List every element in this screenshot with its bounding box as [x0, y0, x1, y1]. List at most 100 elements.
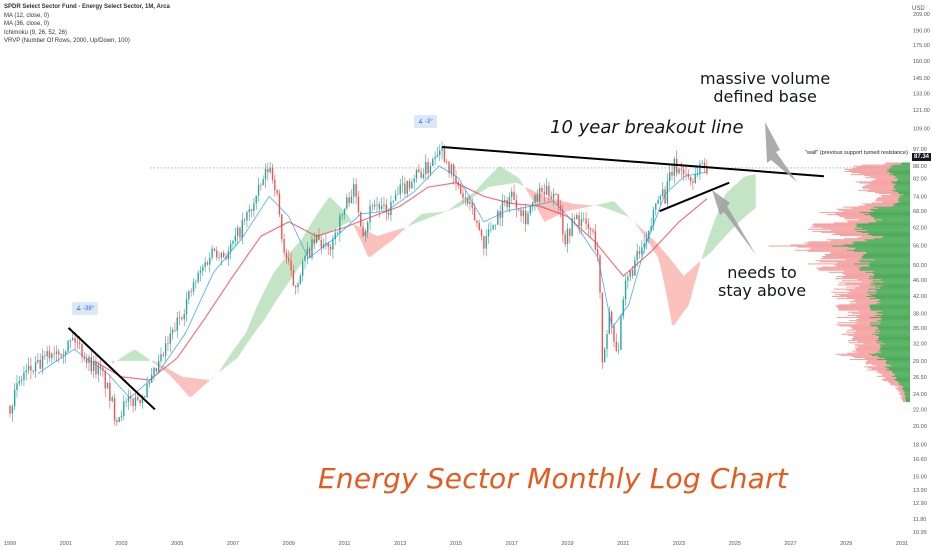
- time-tick-label: 2021: [617, 541, 629, 547]
- price-axis[interactable]: 209.00 190.00 175.00 160.00 145.00 133.00 121.…: [913, 12, 930, 536]
- volume-profile-down-bar: [881, 378, 895, 381]
- candle-down: [281, 214, 283, 240]
- volume-profile-down-bar: [835, 212, 870, 215]
- volume-profile-up-bar: [862, 257, 910, 259]
- volume-profile-up-bar: [889, 364, 910, 366]
- volume-profile-down-bar: [876, 198, 899, 200]
- volume-profile-up-bar: [897, 179, 910, 181]
- volume-profile-down-bar: [845, 274, 875, 276]
- legend-ma12[interactable]: MA (12, close, 0): [4, 12, 50, 19]
- volume-profile-up-bar: [874, 286, 910, 288]
- volume-profile-up-bar: [878, 328, 910, 330]
- candle-down: [685, 173, 687, 175]
- volume-profile-down-bar: [859, 313, 883, 315]
- volume-profile-down-bar: [857, 237, 882, 239]
- volume-profile-down-bar: [835, 353, 870, 355]
- candle-up: [494, 224, 497, 226]
- candle-up: [701, 162, 703, 164]
- volume-profile-up-bar: [864, 239, 910, 241]
- volume-profile-down-bar: [874, 191, 898, 193]
- trendlines[interactable]: [67, 146, 825, 411]
- volume-profile-up-bar: [853, 263, 910, 265]
- volume-profile-down-bar: [863, 343, 885, 345]
- candle-down: [483, 235, 485, 249]
- kumo-bearish: [353, 224, 405, 258]
- volume-profile-down-bar: [831, 295, 867, 298]
- legend-ichimoku[interactable]: Ichimoku (9, 26, 52, 26): [4, 29, 68, 36]
- trendline[interactable]: [67, 327, 156, 411]
- volume-profile-down-bar: [834, 264, 869, 266]
- candle-down: [318, 234, 320, 240]
- candle-up: [257, 184, 260, 196]
- legend-ma36[interactable]: MA (36, close, 0): [4, 21, 50, 28]
- volume-profile-down-bar: [846, 220, 876, 222]
- angle-badge-2001[interactable]: ∡ -38°: [72, 302, 99, 315]
- volume-profile-down-bar: [889, 382, 899, 384]
- candle-down: [446, 161, 448, 163]
- volume-profile-down-bar: [884, 376, 896, 378]
- volume-profile-down-bar: [834, 293, 869, 295]
- volume-profile-up-bar: [868, 264, 910, 266]
- volume-profile-down-bar: [852, 327, 879, 329]
- candle-up: [657, 199, 659, 204]
- candle-up: [485, 236, 487, 249]
- candle-up: [241, 220, 243, 238]
- trendline[interactable]: [659, 181, 730, 213]
- candle-up: [450, 164, 453, 174]
- candle-up: [432, 159, 434, 167]
- volume-profile-up-bar: [866, 251, 910, 253]
- time-axis[interactable]: 1999 2001 2003 2005 2007 2009 2011 2013 2015 2017…: [4, 541, 908, 547]
- volume-profile-down-bar: [836, 208, 870, 210]
- volume-profile-up-bar: [904, 396, 910, 398]
- candle-down: [443, 146, 446, 162]
- candle-up: [401, 183, 404, 185]
- volume-profile-up-bar: [903, 194, 910, 196]
- volume-profile-down-bar: [828, 271, 866, 273]
- volume-profile-down-bar: [885, 377, 897, 379]
- candle-down: [206, 262, 209, 265]
- volume-profile-up-bar: [861, 256, 910, 258]
- volume-profile-up-bar: [870, 308, 910, 310]
- candle-down: [459, 185, 462, 194]
- volume-profile-up-bar: [895, 376, 910, 378]
- volume-profile-down-bar: [895, 387, 903, 389]
- volume-profile-up-bar: [875, 314, 910, 316]
- candle-up: [648, 230, 650, 239]
- price-tick-label: 160.00: [913, 59, 930, 65]
- volume-profile-up-bar: [853, 250, 910, 252]
- candle-down: [357, 196, 360, 213]
- volume-profile-down-bar: [825, 254, 864, 257]
- volume-profile-down-bar: [894, 385, 902, 387]
- candle-down: [385, 204, 388, 213]
- volume-profile-down-bar: [838, 308, 871, 310]
- candle-down: [104, 370, 106, 389]
- volume-profile-up-bar: [871, 325, 910, 327]
- candle-up: [529, 206, 532, 214]
- price-tick-label: 20.00: [913, 424, 927, 430]
- legend-vrvp[interactable]: VRVP (Number Of Rows, 2000, Up/Down, 100…: [4, 38, 130, 45]
- kumo-bearish: [151, 360, 217, 397]
- candle-down: [60, 354, 62, 356]
- volume-profile-down-bar: [901, 398, 906, 400]
- candle-up: [439, 150, 441, 155]
- volume-profile-up-bar: [878, 336, 910, 338]
- angle-badge-2014[interactable]: ∡ -3°: [414, 115, 437, 128]
- candle-down: [313, 239, 315, 243]
- candle-up: [236, 227, 239, 236]
- volume-profile-down-bar: [852, 312, 879, 314]
- candle-up: [531, 202, 534, 207]
- volume-profile-down-bar: [846, 286, 875, 288]
- volume-profile-up-bar: [905, 401, 910, 403]
- trendline[interactable]: [441, 146, 825, 178]
- legend-symbol[interactable]: SPDR Select Sector Fund - Energy Select …: [4, 4, 170, 10]
- candle-up: [315, 234, 318, 243]
- volume-profile-down-bar: [795, 249, 847, 251]
- candle-up: [322, 244, 325, 248]
- candle-down: [285, 252, 288, 259]
- candle-up: [353, 184, 355, 197]
- candle-down: [590, 228, 592, 230]
- arrow-to-cloud: [712, 190, 756, 255]
- price-tick-label: 29.00: [913, 359, 927, 365]
